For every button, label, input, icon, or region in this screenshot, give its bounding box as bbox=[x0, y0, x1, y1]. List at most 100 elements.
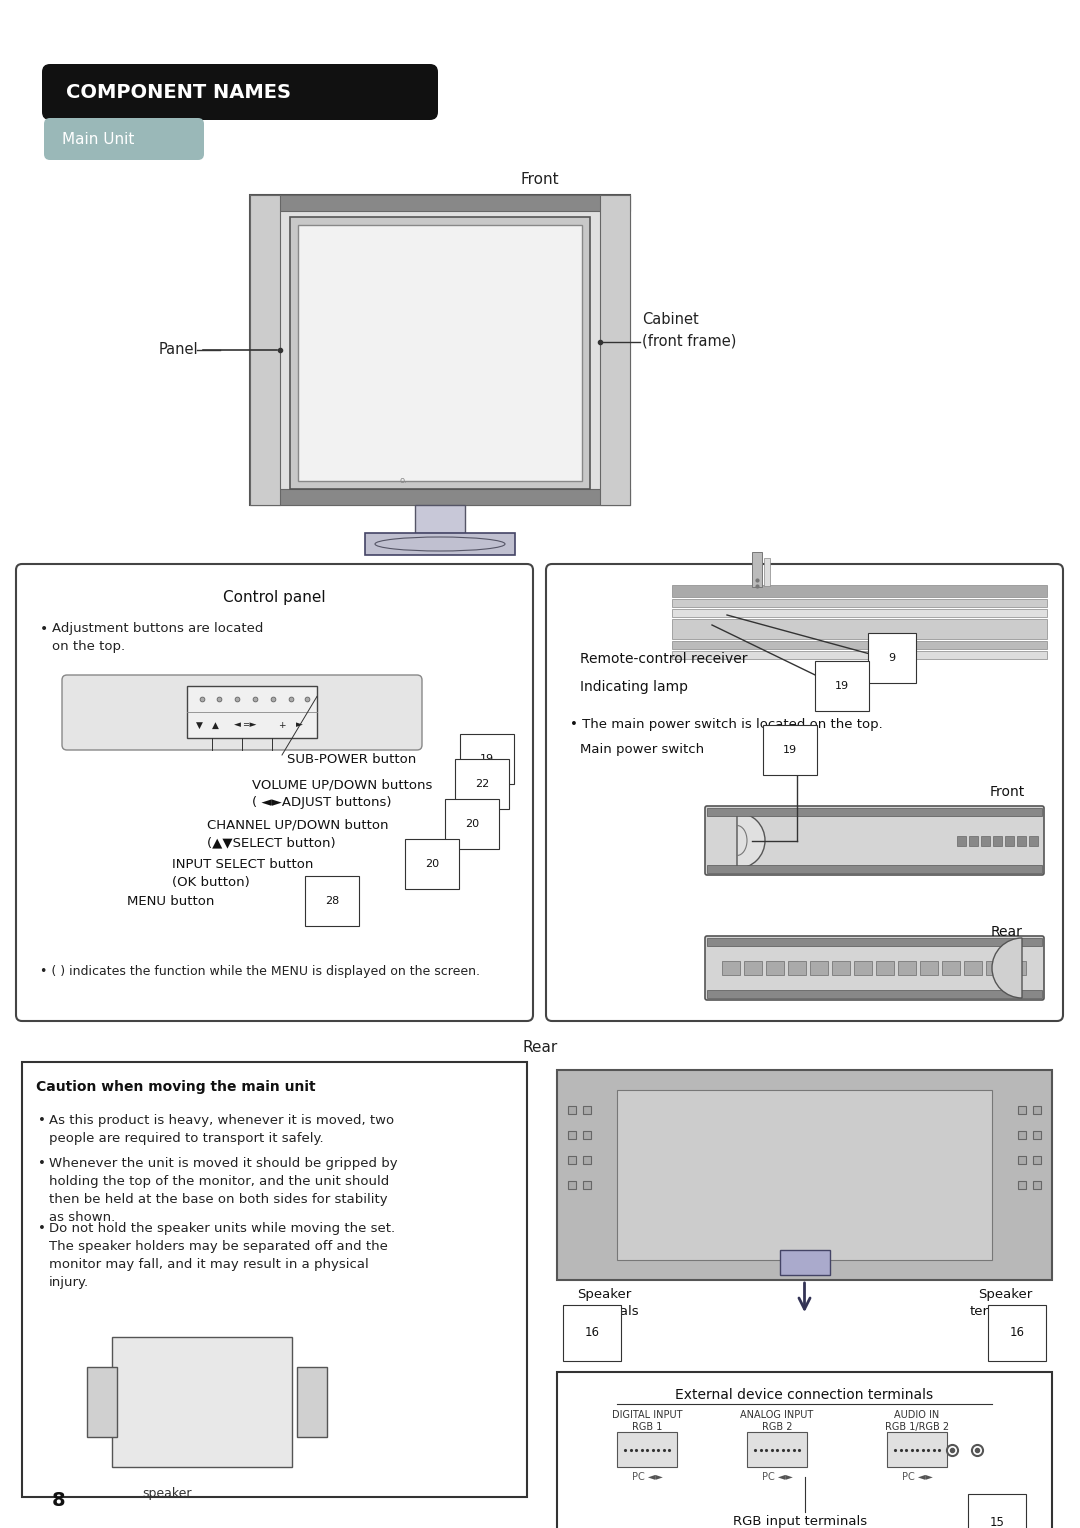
Text: Rear: Rear bbox=[991, 924, 1023, 940]
Bar bbox=[249, 196, 280, 504]
Text: Main Unit: Main Unit bbox=[62, 133, 134, 148]
Bar bbox=[298, 225, 582, 481]
Bar bbox=[723, 961, 740, 975]
Wedge shape bbox=[737, 813, 765, 868]
Bar bbox=[766, 961, 784, 975]
Bar bbox=[964, 961, 982, 975]
Bar bbox=[832, 961, 850, 975]
Bar bbox=[672, 599, 1047, 607]
Bar bbox=[810, 961, 828, 975]
Text: +: + bbox=[279, 721, 286, 729]
Bar bbox=[672, 651, 1047, 659]
Text: •: • bbox=[38, 1114, 45, 1128]
Text: Cabinet
(front frame): Cabinet (front frame) bbox=[642, 312, 737, 348]
Text: • The main power switch is located on the top.: • The main power switch is located on th… bbox=[570, 718, 882, 730]
FancyBboxPatch shape bbox=[42, 64, 438, 121]
Bar bbox=[744, 961, 762, 975]
Text: •: • bbox=[38, 1222, 45, 1235]
Text: 28: 28 bbox=[325, 895, 339, 906]
Text: Main power switch: Main power switch bbox=[580, 743, 713, 756]
Text: Remote-control receiver: Remote-control receiver bbox=[580, 652, 756, 666]
Bar bbox=[600, 196, 630, 504]
Text: Speaker
terminals: Speaker terminals bbox=[970, 1288, 1032, 1319]
Bar bbox=[672, 610, 1047, 617]
Text: (▲▼SELECT button): (▲▼SELECT button) bbox=[207, 836, 336, 850]
Bar bbox=[981, 836, 990, 845]
Bar bbox=[764, 558, 770, 587]
Bar bbox=[1005, 836, 1014, 845]
Text: 8: 8 bbox=[52, 1491, 66, 1510]
FancyBboxPatch shape bbox=[16, 564, 534, 1021]
Bar bbox=[986, 961, 1004, 975]
Bar bbox=[291, 217, 590, 489]
Text: PC ◄►: PC ◄► bbox=[632, 1471, 662, 1482]
Bar bbox=[887, 1432, 947, 1467]
Text: As this product is heavy, whenever it is moved, two
people are required to trans: As this product is heavy, whenever it is… bbox=[49, 1114, 394, 1144]
Bar bbox=[707, 990, 1042, 998]
Text: Do not hold the speaker units while moving the set.
The speaker holders may be s: Do not hold the speaker units while movi… bbox=[49, 1222, 395, 1290]
Bar bbox=[747, 1432, 807, 1467]
Text: PC ◄►: PC ◄► bbox=[761, 1471, 793, 1482]
Bar bbox=[672, 585, 1047, 597]
Text: Control panel: Control panel bbox=[224, 590, 326, 605]
Text: =►: =► bbox=[242, 721, 256, 729]
Bar bbox=[897, 961, 916, 975]
Bar bbox=[752, 552, 762, 587]
Bar bbox=[942, 961, 960, 975]
Bar bbox=[187, 686, 318, 738]
Bar bbox=[707, 808, 1042, 816]
Text: DIGITAL INPUT
RGB 1: DIGITAL INPUT RGB 1 bbox=[611, 1410, 683, 1432]
Bar bbox=[969, 836, 978, 845]
Text: ( ◄►ADJUST buttons): ( ◄►ADJUST buttons) bbox=[252, 796, 391, 808]
Text: Indicating lamp: Indicating lamp bbox=[580, 680, 697, 694]
Bar bbox=[415, 504, 465, 533]
Bar bbox=[788, 961, 806, 975]
Text: ◄: ◄ bbox=[233, 721, 241, 729]
FancyBboxPatch shape bbox=[705, 805, 1044, 876]
Bar bbox=[1008, 961, 1026, 975]
Text: 16: 16 bbox=[1010, 1326, 1025, 1340]
Text: Whenever the unit is moved it should be gripped by
holding the top of the monito: Whenever the unit is moved it should be … bbox=[49, 1157, 397, 1224]
Text: 19: 19 bbox=[783, 746, 797, 755]
Text: MENU button: MENU button bbox=[127, 895, 222, 908]
Text: ANALOG INPUT
RGB 2: ANALOG INPUT RGB 2 bbox=[741, 1410, 813, 1432]
Text: AUDIO IN
RGB 1/RGB 2: AUDIO IN RGB 1/RGB 2 bbox=[885, 1410, 949, 1432]
Bar bbox=[557, 1372, 1052, 1528]
Text: •: • bbox=[40, 622, 49, 636]
Text: 19: 19 bbox=[835, 681, 849, 691]
Bar bbox=[297, 1368, 327, 1436]
Text: ▼: ▼ bbox=[195, 721, 202, 729]
Text: Front: Front bbox=[521, 173, 559, 186]
Text: (OK button): (OK button) bbox=[172, 876, 249, 889]
Text: Caution when moving the main unit: Caution when moving the main unit bbox=[36, 1080, 315, 1094]
Bar bbox=[112, 1337, 292, 1467]
Text: INPUT SELECT button: INPUT SELECT button bbox=[172, 859, 322, 871]
Text: RGB input terminals: RGB input terminals bbox=[733, 1514, 876, 1528]
Text: 22: 22 bbox=[475, 779, 489, 788]
Text: ▲: ▲ bbox=[212, 721, 218, 729]
Text: CHANNEL UP/DOWN button: CHANNEL UP/DOWN button bbox=[207, 817, 397, 831]
Bar bbox=[1029, 836, 1038, 845]
Text: speaker: speaker bbox=[141, 1487, 191, 1500]
Bar bbox=[617, 1432, 677, 1467]
Wedge shape bbox=[993, 938, 1022, 998]
Text: 15: 15 bbox=[989, 1516, 1004, 1528]
Text: Speaker
terminals: Speaker terminals bbox=[577, 1288, 639, 1319]
Bar bbox=[249, 196, 630, 504]
Bar bbox=[993, 836, 1002, 845]
Text: PC ◄►: PC ◄► bbox=[902, 1471, 932, 1482]
Bar bbox=[557, 1070, 1052, 1280]
Text: SUB-POWER button: SUB-POWER button bbox=[287, 753, 424, 766]
Text: External device connection terminals: External device connection terminals bbox=[675, 1387, 933, 1403]
Text: VOLUME UP/DOWN buttons: VOLUME UP/DOWN buttons bbox=[252, 778, 441, 792]
Bar bbox=[672, 642, 1047, 649]
Bar bbox=[87, 1368, 117, 1436]
FancyBboxPatch shape bbox=[546, 564, 1063, 1021]
Text: Front: Front bbox=[989, 785, 1025, 799]
Bar bbox=[876, 961, 894, 975]
Text: 9: 9 bbox=[889, 652, 895, 663]
Bar bbox=[672, 619, 1047, 639]
Bar bbox=[854, 961, 872, 975]
Text: COMPONENT NAMES: COMPONENT NAMES bbox=[66, 84, 291, 102]
FancyBboxPatch shape bbox=[705, 937, 1044, 999]
